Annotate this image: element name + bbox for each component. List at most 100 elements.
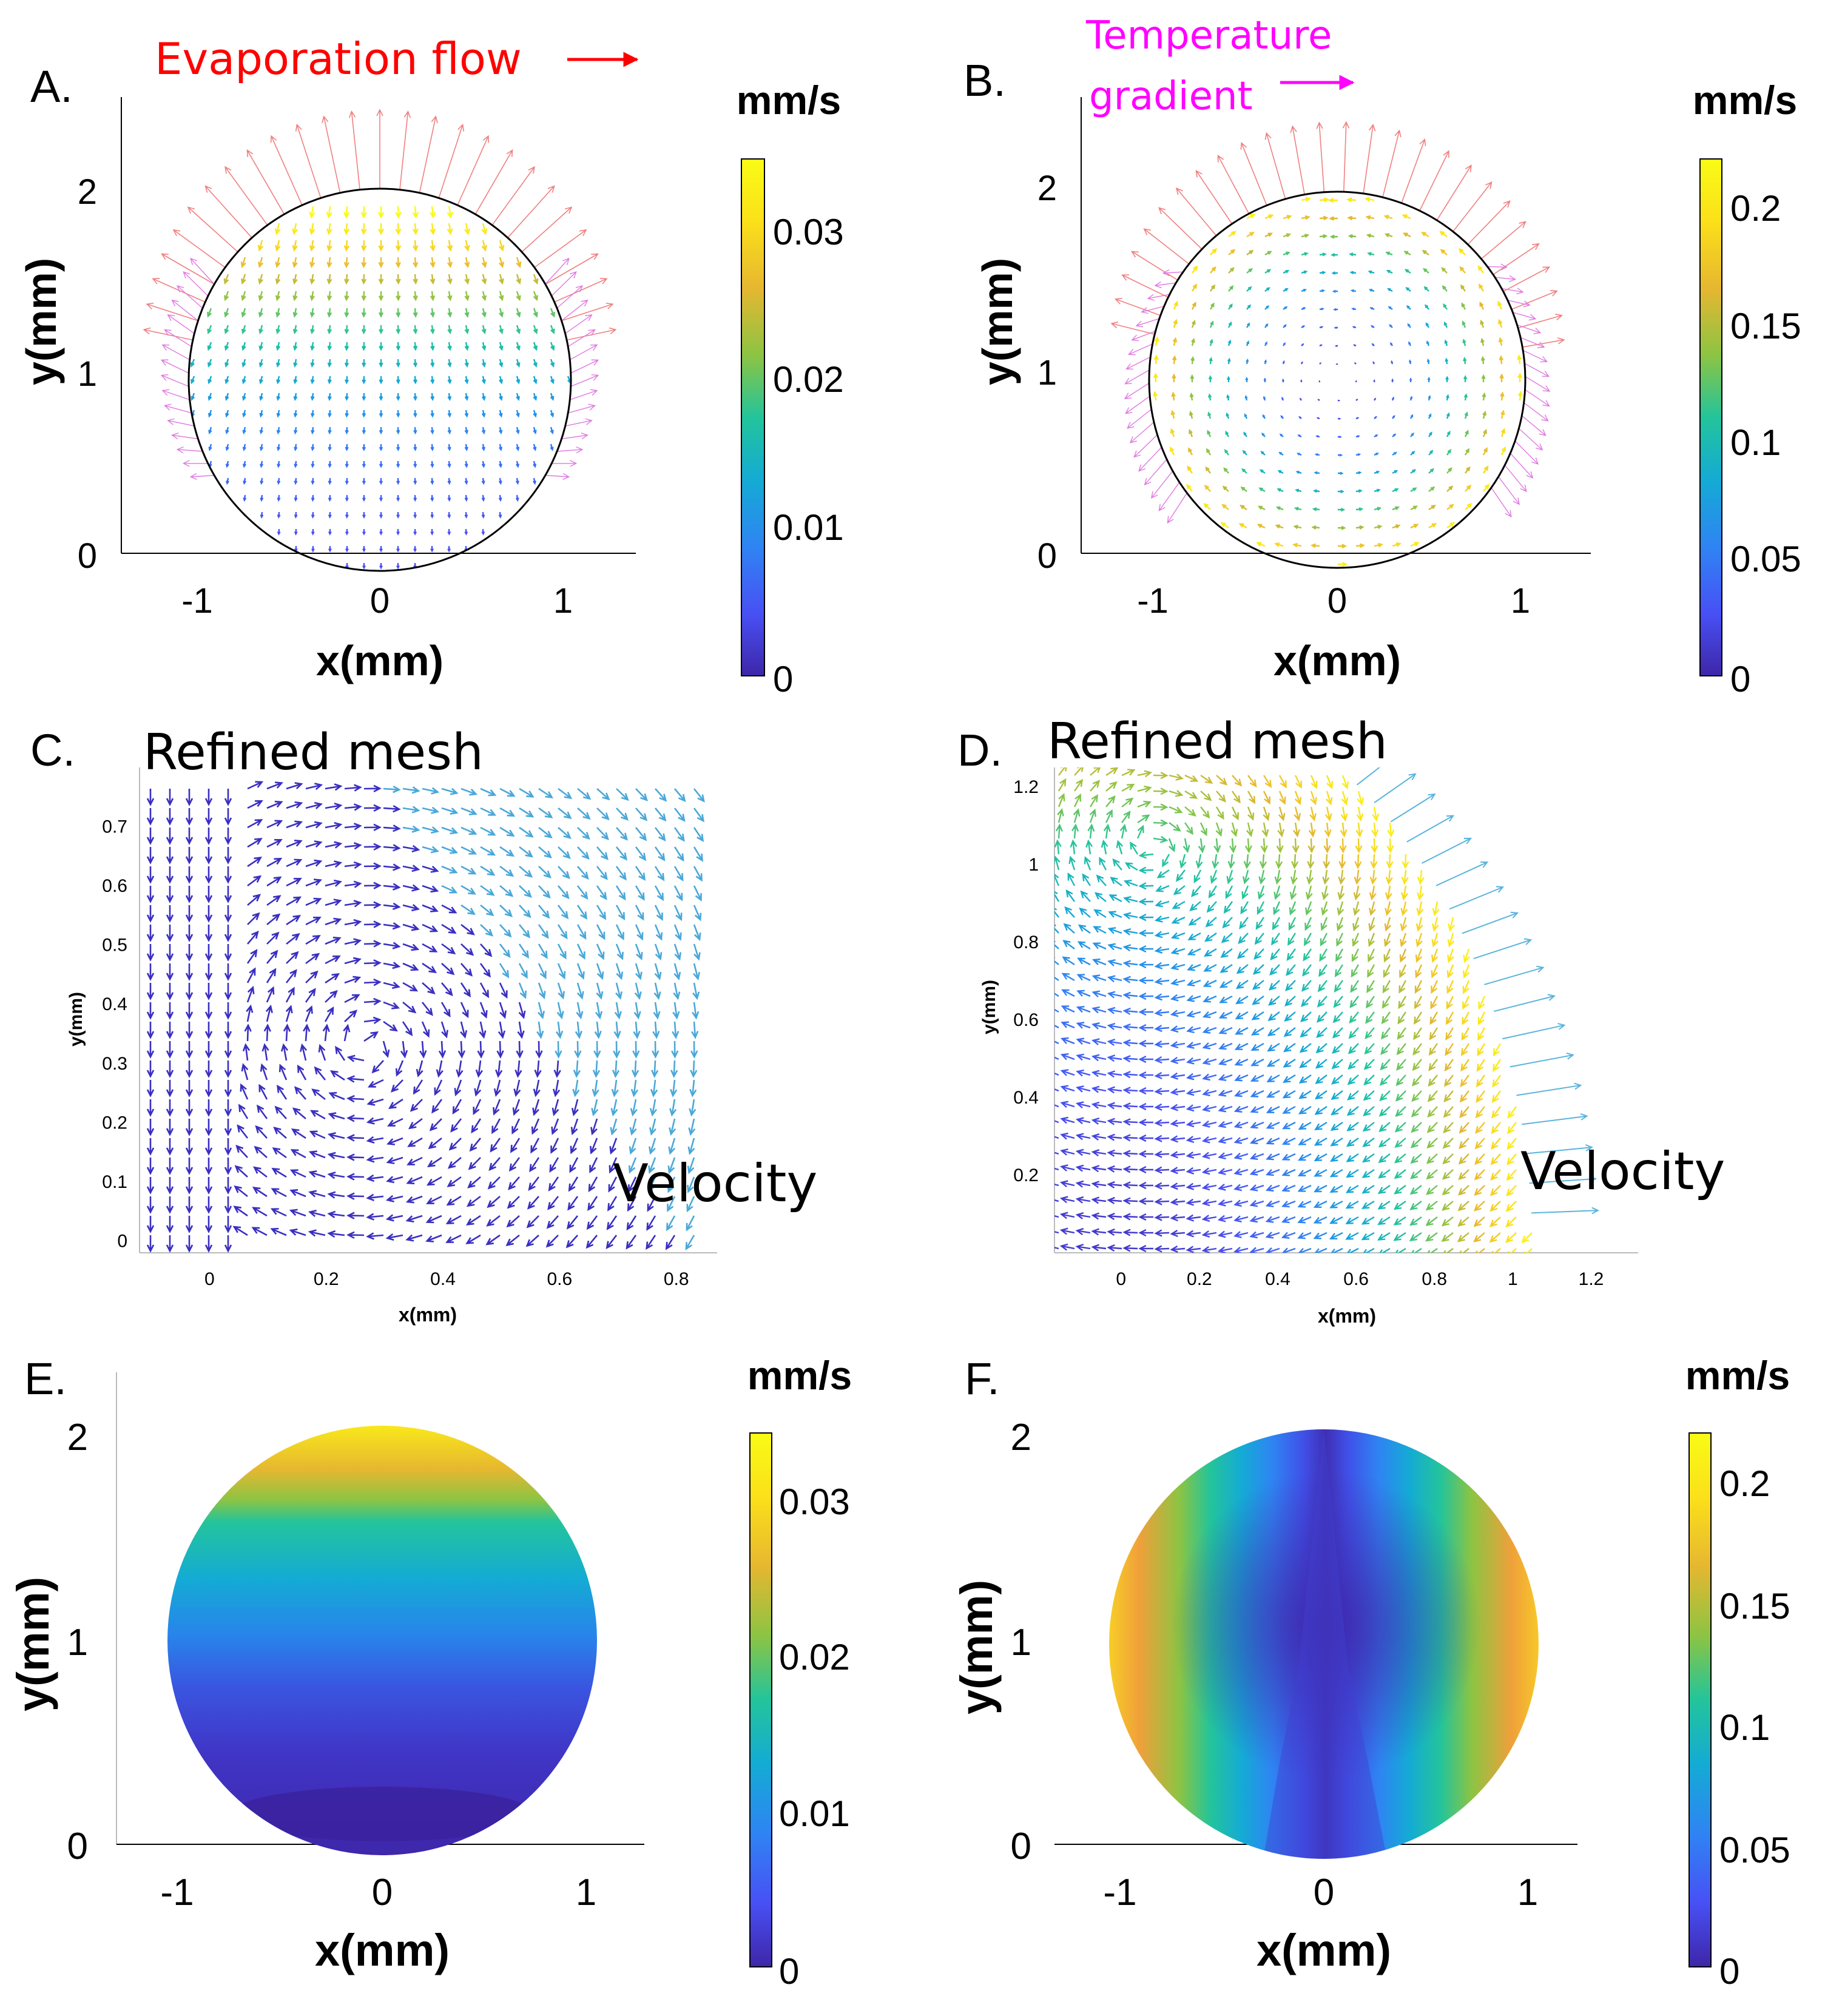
velocity-vector	[673, 827, 685, 842]
thermal-vector	[190, 257, 215, 285]
velocity-vector	[1091, 1212, 1107, 1220]
velocity-vector	[518, 943, 530, 959]
velocity-vector	[635, 846, 647, 861]
velocity-vector	[1422, 268, 1429, 274]
velocity-vector	[1057, 807, 1064, 823]
velocity-vector	[185, 983, 194, 1000]
velocity-vector	[557, 963, 566, 980]
velocity-vector	[1170, 1010, 1186, 1017]
velocity-vector	[1060, 1085, 1075, 1092]
velocity-vector	[1169, 806, 1183, 814]
velocity-vector	[652, 1021, 660, 1039]
velocity-vector	[251, 1227, 268, 1236]
velocity-vector	[596, 788, 610, 801]
velocity-vector	[311, 460, 315, 468]
velocity-vector	[185, 828, 194, 845]
velocity-vector	[379, 426, 383, 435]
velocity-vector	[1301, 252, 1309, 256]
velocity-vector	[479, 963, 491, 978]
velocity-vector	[1332, 1011, 1343, 1023]
velocity-vector	[326, 291, 332, 302]
velocity-vector	[255, 1125, 268, 1139]
velocity-vector	[1415, 932, 1423, 948]
velocity-vector	[1365, 1027, 1375, 1040]
thermal-vector	[1502, 288, 1524, 295]
velocity-vector	[1410, 469, 1417, 474]
thermal-vector	[1507, 300, 1531, 308]
velocity-vector	[1319, 326, 1324, 329]
velocity-vector	[1410, 450, 1415, 456]
velocity-vector	[286, 782, 303, 790]
velocity-vector	[1412, 1043, 1422, 1056]
velocity-vector	[447, 257, 453, 269]
velocity-vector	[1379, 1247, 1391, 1253]
colorbar-tick: 0	[779, 1951, 799, 1992]
velocity-vector	[241, 291, 246, 302]
velocity-vector	[516, 393, 521, 401]
velocity-vector	[1138, 1134, 1154, 1142]
velocity-vector	[481, 376, 486, 385]
velocity-vector	[185, 1060, 194, 1078]
velocity-vector	[1240, 505, 1247, 510]
velocity-vector	[1474, 1169, 1485, 1181]
thermal-vector	[567, 329, 596, 347]
velocity-vector	[513, 1079, 521, 1097]
velocity-vector	[1329, 1232, 1343, 1239]
velocity-vector	[1428, 504, 1436, 510]
velocity-vector	[1389, 324, 1393, 328]
velocity-vector	[1334, 980, 1343, 993]
velocity-vector	[514, 1060, 522, 1078]
velocity-vector	[242, 410, 246, 418]
velocity-vector	[1217, 1246, 1233, 1253]
velocity-vector	[592, 1060, 601, 1078]
velocity-vector	[1201, 1230, 1217, 1238]
velocity-vector	[1401, 885, 1408, 901]
velocity-vector	[1154, 962, 1170, 969]
velocity-vector	[1299, 1059, 1312, 1068]
velocity-vector	[1107, 1228, 1122, 1236]
velocity-vector	[1073, 808, 1081, 823]
velocity-vector	[1283, 306, 1288, 310]
velocity-vector	[1054, 1151, 1059, 1155]
velocity-vector	[1264, 341, 1267, 346]
velocity-vector	[1224, 449, 1229, 456]
velocity-vector	[258, 376, 263, 385]
velocity-vector	[305, 916, 322, 926]
velocity-vector	[224, 925, 232, 942]
colorbar	[1688, 1432, 1712, 1967]
velocity-vector	[1489, 1201, 1501, 1212]
velocity-vector	[499, 1002, 507, 1019]
velocity-vector	[615, 924, 624, 941]
velocity-vector	[412, 223, 419, 235]
velocity-vector	[277, 477, 281, 485]
velocity-vector	[396, 494, 400, 502]
velocity-vector	[362, 528, 366, 536]
velocity-vector	[396, 274, 401, 285]
velocity-annotation: Velocity	[1520, 1141, 1725, 1202]
velocity-vector	[1138, 851, 1154, 859]
velocity-vector	[507, 1196, 520, 1209]
velocity-vector	[1210, 266, 1216, 274]
velocity-vector	[1257, 524, 1266, 529]
y-tick: 1	[78, 354, 97, 394]
colorbar-tick: 0.05	[1719, 1830, 1790, 1870]
velocity-vector	[185, 1002, 194, 1020]
velocity-vector	[649, 1099, 658, 1117]
velocity-vector	[547, 1196, 559, 1210]
velocity-vector	[1264, 287, 1270, 292]
velocity-vector	[594, 1021, 602, 1039]
velocity-vector	[486, 1215, 501, 1227]
velocity-vector	[1266, 1153, 1280, 1161]
velocity-vector	[460, 963, 473, 977]
velocity-vector	[1417, 869, 1425, 885]
velocity-vector	[1292, 838, 1300, 854]
velocity-vector	[224, 1235, 232, 1253]
velocity-vector	[204, 866, 213, 884]
panel-a-label: A.	[30, 61, 73, 112]
velocity-vector	[1169, 789, 1184, 797]
evaporation-vector	[566, 327, 617, 341]
thermal-vector	[171, 433, 198, 440]
velocity-vector	[1362, 1122, 1375, 1132]
thermal-vector	[1124, 369, 1150, 385]
velocity-vector	[311, 477, 315, 485]
